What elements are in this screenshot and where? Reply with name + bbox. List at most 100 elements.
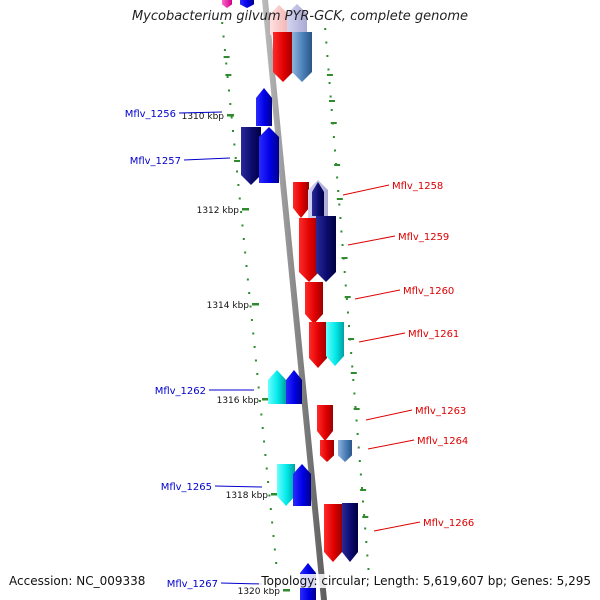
gene-arrow[interactable] <box>277 464 295 506</box>
minor-tick <box>256 373 259 375</box>
major-tick <box>344 296 351 298</box>
minor-tick <box>275 562 278 564</box>
minor-tick <box>325 41 328 44</box>
gene-arrow[interactable] <box>287 4 307 36</box>
tick-layer: 1310 kbp 1312 kbp 1314 kbp 1316 kbp 1318 kbp… <box>182 22 370 597</box>
gene-arrow[interactable] <box>286 370 302 404</box>
gene-label[interactable]: Mflv_1257 <box>130 156 181 167</box>
minor-tick <box>330 109 333 111</box>
gene-arrow[interactable] <box>338 440 352 462</box>
minor-tick <box>254 359 257 362</box>
gene-arrow[interactable] <box>342 503 358 562</box>
minor-tick <box>234 157 237 159</box>
gene-label[interactable]: Mflv_1267 <box>167 579 218 590</box>
major-tick <box>362 516 369 518</box>
gene-leader-line <box>214 485 263 488</box>
gene-arrow[interactable] <box>316 216 336 282</box>
gene-label[interactable]: Mflv_1261 <box>408 329 459 340</box>
gene-arrow[interactable] <box>256 88 272 126</box>
minor-tick <box>242 238 245 240</box>
minor-tick <box>232 130 234 132</box>
minor-tick <box>263 440 266 443</box>
minor-tick <box>229 103 232 105</box>
gene-arrow[interactable] <box>241 127 261 185</box>
gene-leader-line <box>367 439 415 450</box>
gene-label[interactable]: Mflv_1265 <box>161 482 212 493</box>
major-tick <box>223 56 230 58</box>
gene-leader-line <box>178 111 223 114</box>
minor-tick <box>238 197 241 200</box>
gene-arrow[interactable] <box>240 0 254 8</box>
minor-tick <box>271 521 274 524</box>
major-tick <box>330 122 337 124</box>
gene-label[interactable]: Mflv_1259 <box>398 232 449 243</box>
minor-tick <box>348 325 350 327</box>
gene-label[interactable]: Mflv_1266 <box>423 518 474 529</box>
gene-arrow[interactable] <box>309 322 327 368</box>
gene-leader-line <box>183 157 231 161</box>
gene-leader-line <box>365 409 413 421</box>
minor-tick <box>343 271 346 273</box>
minor-tick <box>350 352 353 354</box>
gene-leader-line <box>342 184 390 196</box>
kbp-tick <box>271 493 278 496</box>
minor-tick <box>241 224 244 227</box>
gene-arrow[interactable] <box>324 504 342 562</box>
minor-tick <box>233 143 236 146</box>
gene-arrow[interactable] <box>305 282 323 324</box>
kbp-label: 1314 kbp <box>207 301 250 311</box>
minor-tick <box>257 386 260 389</box>
kbp-tick <box>283 589 290 592</box>
major-tick <box>341 257 348 259</box>
gene-arrow[interactable] <box>259 127 279 183</box>
minor-tick <box>246 278 249 281</box>
minor-tick <box>327 68 330 71</box>
minor-tick <box>355 419 358 422</box>
minor-tick <box>252 332 255 335</box>
kbp-tick <box>252 303 259 306</box>
minor-tick <box>268 494 271 497</box>
minor-tick <box>259 400 261 402</box>
gene-label[interactable]: Mflv_1258 <box>392 181 443 192</box>
gene-arrow[interactable] <box>268 370 286 404</box>
minor-tick <box>245 265 248 267</box>
major-tick <box>234 160 240 162</box>
minor-tick <box>351 365 354 368</box>
minor-tick <box>226 76 229 78</box>
gene-arrow[interactable] <box>317 405 333 441</box>
gene-label[interactable]: Mflv_1263 <box>415 406 466 417</box>
minor-tick <box>333 149 336 152</box>
gene-label[interactable]: Mflv_1262 <box>155 386 206 397</box>
gene-arrow[interactable] <box>293 182 309 218</box>
gene-label[interactable]: Mflv_1256 <box>125 109 176 120</box>
gene-arrow[interactable] <box>270 5 288 35</box>
gene-arrow[interactable] <box>326 322 344 366</box>
kbp-label: 1318 kbp <box>226 491 269 501</box>
gene-leader-line <box>358 332 406 343</box>
gene-label[interactable]: Mflv_1264 <box>417 436 468 447</box>
minor-tick <box>336 176 339 179</box>
kbp-label: 1320 kbp <box>238 587 281 597</box>
gene-arrow[interactable] <box>293 464 311 506</box>
gene-arrow[interactable] <box>312 182 324 216</box>
minor-tick <box>353 392 356 395</box>
gene-label[interactable]: Mflv_1260 <box>403 286 454 297</box>
minor-tick <box>357 446 360 449</box>
minor-tick <box>338 203 341 206</box>
gene-arrow[interactable] <box>273 32 293 82</box>
gene-arrow[interactable] <box>292 32 312 82</box>
minor-tick <box>265 467 268 470</box>
minor-tick <box>272 535 275 537</box>
minor-tick <box>332 136 335 138</box>
gene-arrow[interactable] <box>222 0 232 8</box>
minor-tick <box>352 379 355 381</box>
minor-tick <box>367 568 370 570</box>
minor-tick <box>364 527 367 530</box>
gene-arrow[interactable] <box>320 440 334 462</box>
gene-arrow[interactable] <box>299 218 319 282</box>
minor-tick <box>236 170 239 173</box>
minor-tick <box>329 95 332 98</box>
kbp-label: 1316 kbp <box>217 396 260 406</box>
minor-tick <box>344 284 347 287</box>
minor-tick <box>324 28 327 30</box>
